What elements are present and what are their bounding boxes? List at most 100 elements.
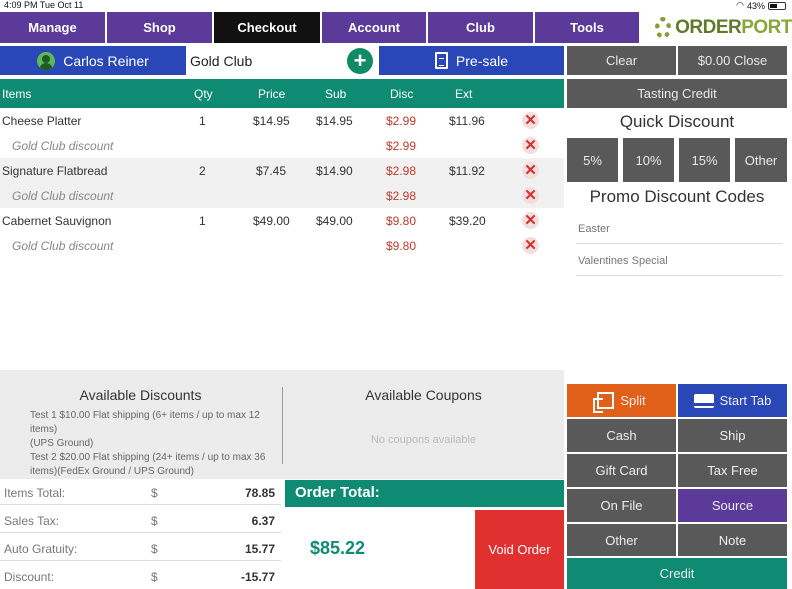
item-disc: $2.98	[386, 164, 417, 178]
ship-button[interactable]: Ship	[678, 419, 787, 452]
totals-row: Auto Gratuity: $ 15.77	[0, 537, 281, 561]
promo-codes-title: Promo Discount Codes	[589, 187, 765, 206]
items-table-header: Items Qty Price Sub Disc Ext	[0, 79, 564, 108]
credit-button[interactable]: Credit	[567, 558, 787, 589]
remove-item-icon[interactable]: ✕	[522, 212, 539, 229]
add-icon[interactable]: +	[347, 48, 373, 74]
order-total-label: Order Total:	[285, 480, 564, 507]
auto-gratuity-value: 15.77	[244, 542, 275, 556]
item-price: $49.00	[253, 214, 290, 228]
source-button[interactable]: Source	[678, 489, 787, 522]
totals-row: Items Total: $ 78.85	[0, 481, 281, 505]
item-sub: $49.00	[316, 214, 353, 228]
club-name: Gold Club	[190, 52, 253, 69]
gift-card-button[interactable]: Gift Card	[567, 454, 676, 487]
start-tab-button[interactable]: Start Tab	[678, 384, 787, 417]
discount-10-button[interactable]: 10%	[623, 138, 674, 182]
item-qty: 1	[199, 114, 206, 128]
other-button[interactable]: Other	[567, 524, 676, 556]
void-order-button[interactable]: Void Order	[475, 510, 564, 589]
discount-5-button[interactable]: 5%	[567, 138, 618, 182]
quick-discount-title: Quick Discount	[619, 112, 735, 131]
document-icon	[434, 52, 448, 69]
remove-discount-icon[interactable]: ✕	[522, 187, 539, 204]
item-ext: $11.96	[449, 114, 485, 128]
item-name: Cabernet Sauvignon	[2, 214, 112, 228]
discount-row: Gold Club discount $2.99 ✕	[0, 133, 564, 158]
discount-15-button[interactable]: 15%	[679, 138, 730, 182]
discount-amount: $2.98	[386, 189, 417, 203]
tab-manage[interactable]: Manage	[0, 12, 105, 43]
table-row[interactable]: Cabernet Sauvignon 1 $49.00 $49.00 $9.80…	[0, 208, 564, 233]
presale-label: Pre-sale	[455, 52, 509, 69]
customer-name: Carlos Reiner	[63, 52, 149, 69]
presale-button[interactable]: Pre-sale	[379, 46, 564, 75]
tab-shop[interactable]: Shop	[107, 12, 212, 43]
available-coupons-title: Available Coupons	[365, 387, 482, 403]
tax-free-button[interactable]: Tax Free	[678, 454, 787, 487]
item-sub: $14.95	[316, 114, 353, 128]
header-qty: Qty	[194, 87, 213, 101]
split-button[interactable]: Split	[567, 384, 676, 417]
clear-button[interactable]: Clear	[567, 46, 676, 75]
item-price: $7.45	[256, 164, 287, 178]
header-price: Price	[258, 87, 286, 101]
table-row[interactable]: Signature Flatbread 2 $7.45 $14.90 $2.98…	[0, 158, 564, 183]
divider	[282, 387, 283, 464]
customer-avatar-icon	[37, 51, 56, 70]
available-discounts-list: Test 1 $10.00 Flat shipping (6+ items / …	[30, 410, 266, 477]
on-file-button[interactable]: On File	[567, 489, 676, 522]
tab-checkout[interactable]: Checkout	[214, 12, 320, 43]
discount-row: Gold Club discount $9.80 ✕	[0, 233, 564, 258]
discount-amount: $9.80	[386, 239, 417, 253]
header-disc: Disc	[390, 87, 414, 101]
totals-row: Discount: $ -15.77	[4, 570, 275, 584]
remove-item-icon[interactable]: ✕	[522, 112, 539, 129]
no-coupons-text: No coupons available	[370, 434, 477, 446]
split-icon	[593, 392, 615, 413]
totals-row: Sales Tax: $ 6.37	[0, 509, 281, 533]
tasting-credit-button[interactable]: Tasting Credit	[567, 79, 787, 108]
item-ext: $11.92	[449, 164, 485, 178]
tab-club[interactable]: Club	[428, 12, 533, 43]
wifi-icon: ◠	[736, 0, 744, 10]
status-bar: 4:09 PM Tue Oct 11 ◠ 43%	[0, 0, 792, 12]
discount-label: Gold Club discount	[12, 139, 114, 153]
item-disc: $9.80	[386, 214, 417, 228]
promo-code-item[interactable]: Valentines Special	[576, 244, 782, 276]
discount-other-button[interactable]: Other	[735, 138, 787, 182]
discount-label: Gold Club discount	[12, 189, 114, 203]
remove-item-icon[interactable]: ✕	[522, 162, 539, 179]
item-qty: 2	[199, 164, 206, 178]
discount-label: Gold Club discount	[12, 239, 114, 253]
header-items: Items	[2, 87, 32, 101]
tab-icon	[693, 393, 714, 408]
sales-tax-value: 6.37	[251, 514, 275, 528]
remove-discount-icon[interactable]: ✕	[522, 237, 539, 254]
table-row[interactable]: Cheese Platter 1 $14.95 $14.95 $2.99 $11…	[0, 108, 564, 133]
promo-code-item[interactable]: Easter	[576, 212, 782, 244]
customer-button[interactable]: Carlos Reiner	[0, 46, 186, 75]
battery-icon	[768, 1, 786, 10]
battery-percent: 43%	[746, 0, 765, 11]
header-ext: Ext	[455, 87, 473, 101]
cash-button[interactable]: Cash	[567, 419, 676, 452]
note-button[interactable]: Note	[678, 524, 787, 556]
item-name: Signature Flatbread	[2, 164, 108, 178]
tab-account[interactable]: Account	[322, 12, 426, 43]
items-total-value: 78.85	[244, 486, 275, 500]
logo-flower-icon	[655, 16, 672, 39]
item-price: $14.95	[253, 114, 290, 128]
available-discounts-title: Available Discounts	[79, 387, 202, 403]
item-sub: $14.90	[316, 164, 353, 178]
item-qty: 1	[199, 214, 206, 228]
tab-tools[interactable]: Tools	[535, 12, 639, 43]
orderport-logo: ORDERPORT	[655, 12, 792, 43]
close-button[interactable]: $0.00 Close	[678, 46, 787, 75]
discount-row: Gold Club discount $2.98 ✕	[0, 183, 564, 208]
header-sub: Sub	[325, 87, 347, 101]
order-total-value: $85.22	[310, 538, 366, 558]
remove-discount-icon[interactable]: ✕	[522, 137, 539, 154]
item-ext: $39.20	[449, 214, 486, 228]
item-name: Cheese Platter	[2, 114, 82, 128]
